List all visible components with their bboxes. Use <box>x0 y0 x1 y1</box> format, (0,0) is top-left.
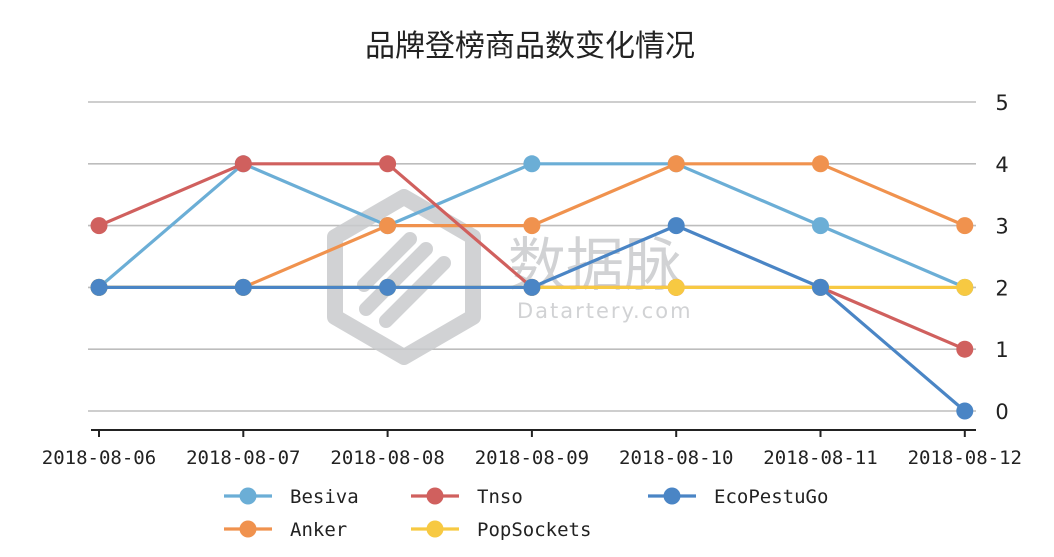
data-point <box>812 278 829 296</box>
legend-item: EcoPestuGo <box>648 486 828 508</box>
x-tick-label: 2018-08-06 <box>42 447 156 469</box>
data-point <box>956 340 974 358</box>
legend-marker <box>426 520 444 538</box>
y-tick-label: 5 <box>995 91 1008 115</box>
y-tick-label: 0 <box>995 400 1008 424</box>
legend-marker <box>239 520 257 538</box>
legend-label: Tnso <box>477 486 523 508</box>
chart-title: 品牌登榜商品数变化情况 <box>365 29 695 64</box>
data-point <box>523 278 541 296</box>
data-point <box>523 155 541 173</box>
data-point <box>812 217 829 235</box>
data-point <box>379 278 397 296</box>
data-point <box>667 155 685 173</box>
legend-label: Besiva <box>290 486 359 508</box>
series-ecopestugo <box>90 217 974 420</box>
legend-item: Besiva <box>224 486 359 508</box>
x-tick-label: 2018-08-08 <box>330 447 444 469</box>
data-point <box>956 402 974 420</box>
x-tick-label: 2018-08-10 <box>619 447 733 469</box>
x-tick-label: 2018-08-11 <box>763 447 877 469</box>
legend-label: PopSockets <box>477 519 591 541</box>
x-tick-label: 2018-08-12 <box>908 447 1022 469</box>
data-point <box>956 217 974 235</box>
data-point <box>90 278 108 296</box>
x-tick-label: 2018-08-07 <box>186 447 300 469</box>
data-point <box>523 217 541 235</box>
data-point <box>234 278 252 296</box>
legend-item: PopSockets <box>411 519 591 541</box>
legend-item: Tnso <box>411 486 523 508</box>
y-tick-label: 1 <box>995 338 1008 362</box>
axes: 0 1 2 3 4 5 2018-08-06 2018-08-07 2018-08-08 2018… <box>42 91 1022 469</box>
watermark-text-en: Datartery.com <box>517 299 693 323</box>
data-point <box>667 217 685 235</box>
data-point <box>812 155 829 173</box>
x-tick-label: 2018-08-09 <box>475 447 589 469</box>
data-point <box>956 278 974 296</box>
data-point <box>379 155 397 173</box>
legend: Besiva Anker Tnso PopSockets EcoPestuGo <box>224 486 828 541</box>
legend-marker <box>426 487 444 505</box>
data-point <box>667 278 685 296</box>
data-point <box>379 217 397 235</box>
legend-marker <box>663 487 681 505</box>
legend-item: Anker <box>224 519 347 541</box>
legend-label: EcoPestuGo <box>714 486 828 508</box>
data-point <box>234 155 252 173</box>
data-point <box>90 217 108 235</box>
series-group <box>90 155 974 420</box>
legend-label: Anker <box>290 519 347 541</box>
y-tick-label: 4 <box>995 153 1008 177</box>
legend-marker <box>239 487 257 505</box>
y-tick-label: 2 <box>995 276 1008 300</box>
y-tick-label: 3 <box>995 215 1008 239</box>
